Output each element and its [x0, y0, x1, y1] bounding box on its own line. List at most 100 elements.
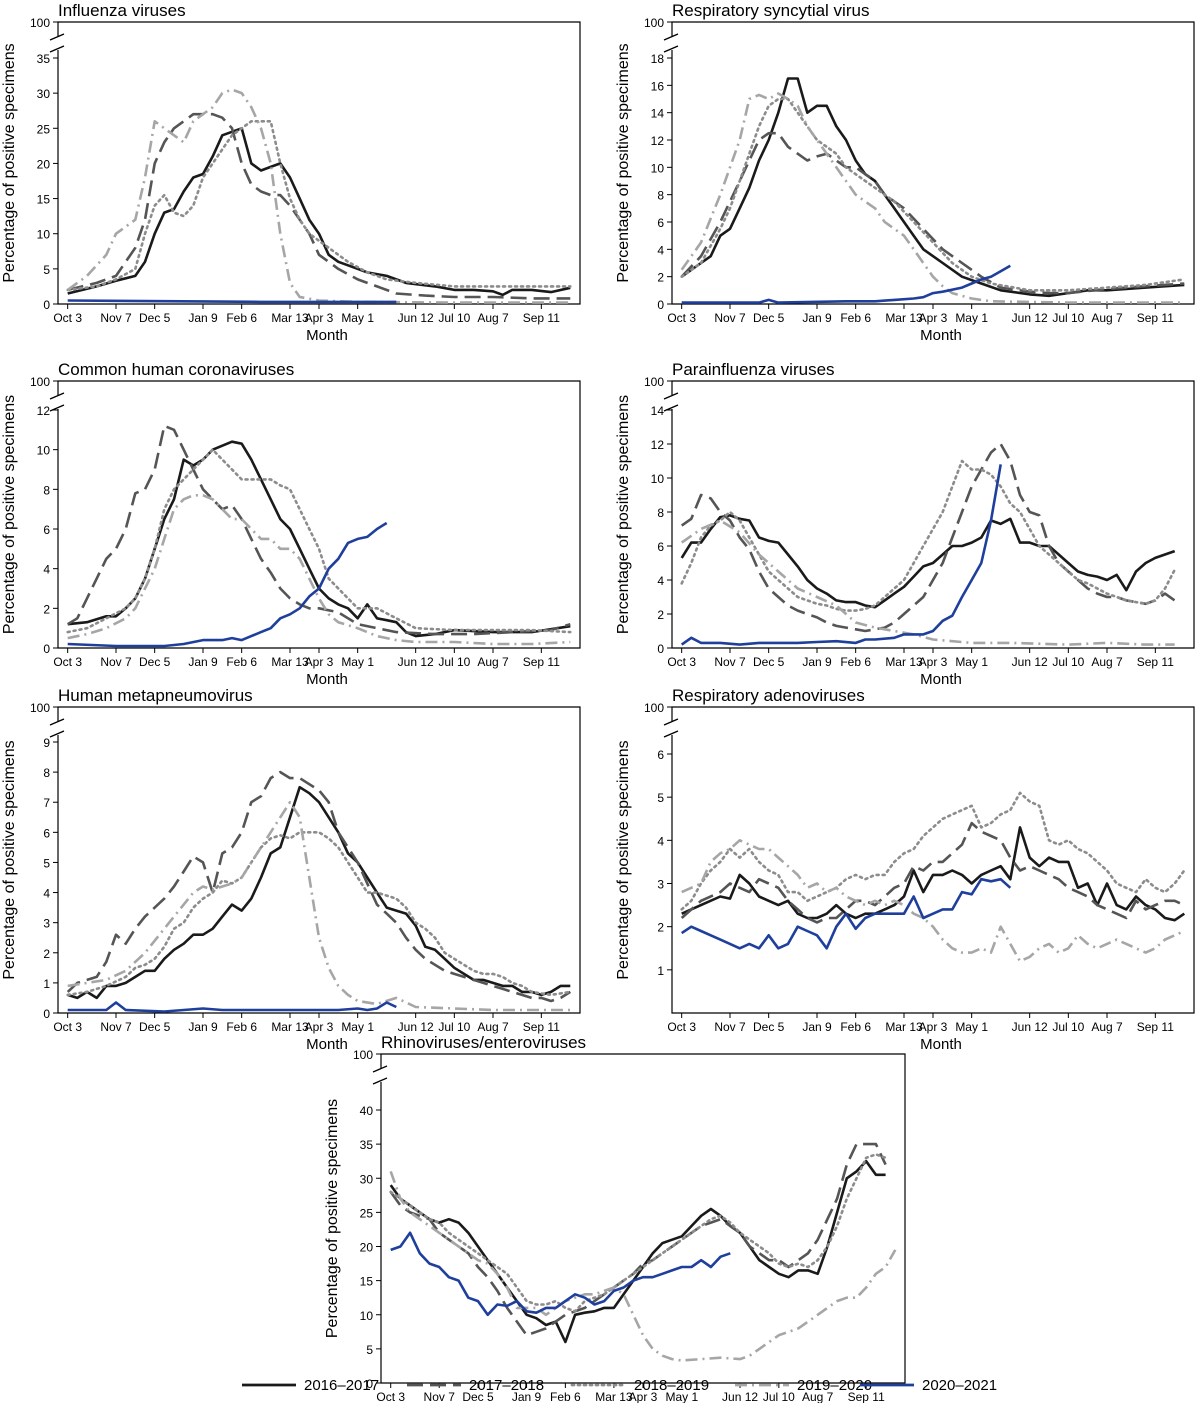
series-line-2020-2021	[680, 464, 1002, 646]
legend: 2016–2017 2017–2018 2018–2019 2019–2020 2020…	[242, 1377, 997, 1394]
y-tick-label: 1	[657, 964, 664, 978]
plot-frame	[380, 1053, 906, 1384]
y-tick-label: 12	[37, 404, 51, 418]
panel-rhinoviruses-enteroviruses: 100 0 5 10 15 20 25 30 35 40 Oct 3 Nov 7 Dec 5 Jan 9 F…	[324, 1033, 906, 1403]
series-line-2019-2020	[66, 88, 571, 304]
y-tick-label: 2	[43, 947, 50, 961]
y-axis-label: Percentage of positive specimens	[324, 1099, 341, 1338]
y-axis-label: Percentage of positive specimens	[615, 43, 632, 282]
y-tick-label: 2	[657, 608, 664, 622]
x-axis-label: Month	[920, 1036, 962, 1053]
x-tick-label: Jan 9	[188, 655, 218, 669]
x-tick-label: Feb 6	[840, 655, 871, 669]
y-tick-label: 25	[37, 122, 51, 136]
x-tick-label: Jun 12	[398, 1020, 434, 1034]
x-tick-label: Apr 3	[305, 655, 334, 669]
y-tick-label: 8	[657, 189, 664, 203]
y-tick-label: 9	[43, 736, 50, 750]
x-axis-label: Month	[306, 1036, 348, 1053]
axis-break-mark	[49, 392, 65, 400]
series-line-2020-2021	[67, 299, 397, 304]
x-tick-label: Jan 9	[802, 311, 832, 325]
x-tick-label: Jul 10	[1052, 1020, 1084, 1034]
series-line-2017-2018	[680, 821, 1185, 924]
series-line-2017-2018	[67, 424, 571, 636]
x-tick-label: Apr 3	[305, 1020, 334, 1034]
x-tick-label: Mar 13	[271, 655, 309, 669]
x-tick-label: Feb 6	[226, 1020, 257, 1034]
series-line-2020-2021	[680, 877, 1012, 950]
plot-frame	[57, 706, 581, 1014]
y-break-label: 100	[30, 375, 50, 389]
panel-common-human-coronaviruses: 100 0 2 4 6 8 10 12 Oct 3 Nov 7 Dec 5 Jan 9 Feb 6 Mar…	[1, 360, 581, 688]
y-tick-label: 4	[43, 887, 50, 901]
x-tick-label: Jun 12	[398, 655, 434, 669]
series-line-2018-2019	[66, 831, 572, 997]
y-tick-label: 4	[657, 243, 664, 257]
x-tick-label: Aug 7	[477, 311, 509, 325]
x-tick-label: Jan 9	[512, 1390, 542, 1403]
series-line-2018-2019	[680, 459, 1176, 612]
y-tick-label: 16	[651, 79, 665, 93]
chart-title: Human metapneumovirus	[58, 686, 253, 705]
x-tick-label: Aug 7	[1091, 311, 1123, 325]
legend-item-2017-2018: 2017–2018	[407, 1377, 544, 1394]
series-line-2018-2019	[680, 791, 1186, 911]
y-tick-label: 2	[657, 271, 664, 285]
x-tick-label: Feb 6	[226, 655, 257, 669]
series-line-2016-2017	[680, 77, 1185, 298]
x-axis-label: Month	[920, 671, 962, 688]
x-axis-label: Month	[920, 327, 962, 344]
y-axis-label: Percentage of positive specimens	[1, 43, 18, 282]
legend-label: 2017–2018	[469, 1377, 544, 1394]
y-tick-label: 30	[360, 1172, 374, 1186]
legend-item-2019-2020: 2019–2020	[735, 1377, 872, 1394]
legend-label: 2019–2020	[797, 1377, 872, 1394]
y-tick-label: 18	[651, 52, 665, 66]
series-line-2020-2021	[67, 521, 388, 648]
panel-human-metapneumovirus: 100 0 1 2 3 4 5 6 7 8 9 Oct 3 Nov 7 Dec 5 Jan 9 Feb 6 Ma…	[1, 686, 581, 1053]
x-tick-label: Feb 6	[226, 311, 257, 325]
axis-break-mark	[372, 1065, 388, 1073]
chart-title: Rhinoviruses/enteroviruses	[381, 1033, 586, 1052]
y-tick-label: 0	[657, 642, 664, 656]
series-line-2018-2019	[66, 448, 572, 634]
series-line-2016-2017	[681, 826, 1186, 922]
y-tick-label: 14	[651, 404, 665, 418]
series-line-2016-2017	[67, 127, 571, 297]
series-line-2017-2018	[67, 112, 571, 300]
y-tick-label: 12	[651, 438, 665, 452]
x-tick-label: Sep 11	[523, 311, 560, 325]
y-tick-label: 7	[43, 796, 50, 810]
x-tick-label: Nov 7	[100, 655, 132, 669]
y-tick-label: 3	[43, 917, 50, 931]
axis-break-mark	[663, 404, 679, 412]
x-tick-label: Sep 11	[1137, 311, 1174, 325]
series-line-2019-2020	[67, 800, 571, 1012]
x-tick-label: Jul 10	[438, 311, 470, 325]
x-tick-label: Oct 3	[667, 311, 696, 325]
x-tick-label: Mar 13	[885, 1020, 923, 1034]
x-tick-label: Mar 13	[271, 1020, 309, 1034]
series-line-2016-2017	[67, 785, 571, 1000]
y-axis-label: Percentage of positive specimens	[615, 740, 632, 979]
axis-break-mark	[663, 45, 679, 53]
axis-break-mark	[372, 1077, 388, 1085]
y-tick-label: 35	[37, 52, 51, 66]
y-tick-label: 0	[43, 642, 50, 656]
x-tick-label: May 1	[341, 311, 374, 325]
x-tick-label: Jun 12	[1012, 655, 1048, 669]
axis-break-mark	[49, 730, 65, 738]
x-tick-label: Sep 11	[523, 1020, 560, 1034]
y-tick-label: 15	[37, 193, 51, 207]
axis-break-mark	[663, 33, 679, 41]
y-tick-label: 14	[651, 107, 665, 121]
panel-respiratory-adenoviruses: 100 1 2 3 4 5 6 Oct 3 Nov 7 Dec 5 Jan 9 Feb 6 Mar 13…	[615, 686, 1195, 1053]
series-line-2018-2019	[66, 120, 572, 292]
x-tick-label: Jul 10	[438, 655, 470, 669]
y-tick-label: 10	[360, 1309, 374, 1323]
y-tick-label: 15	[360, 1275, 374, 1289]
legend-item-2018-2019: 2018–2019	[570, 1377, 709, 1394]
x-tick-label: Nov 7	[714, 311, 746, 325]
